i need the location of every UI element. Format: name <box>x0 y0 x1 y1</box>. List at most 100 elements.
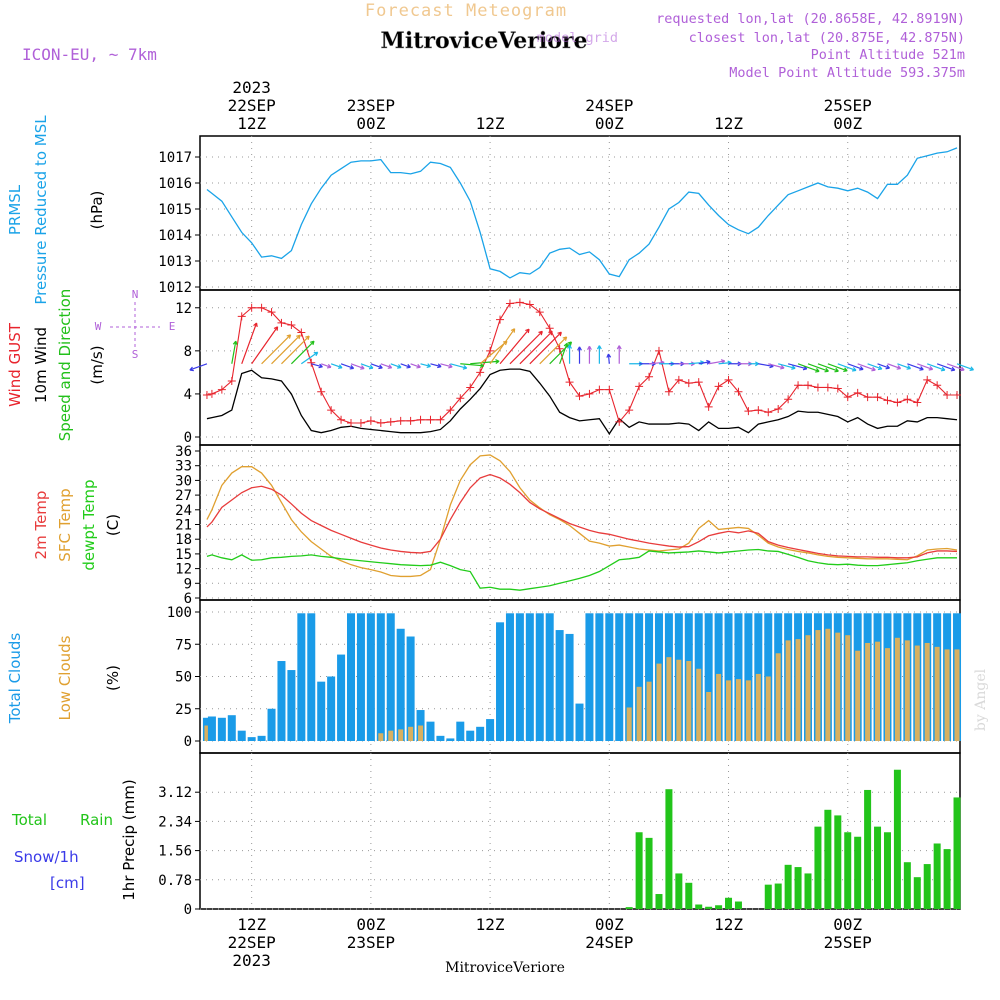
low-cloud-bar <box>865 642 871 741</box>
time-label-top: 22SEP <box>228 96 276 115</box>
total-cloud-bar <box>515 613 524 741</box>
gust-marker <box>744 407 753 416</box>
total-cloud-bar <box>555 630 564 741</box>
wind-arrow <box>340 363 355 370</box>
gust-marker <box>953 391 962 399</box>
gust-marker <box>873 393 882 402</box>
panel-2: 0 4 8 12 <box>175 289 961 446</box>
time-label-top: 25SEP <box>824 96 872 115</box>
wind-arrow <box>807 363 829 373</box>
total-cloud-bar <box>545 613 554 741</box>
gust-marker <box>327 406 336 415</box>
gust-marker <box>545 324 554 333</box>
gust-marker <box>476 368 485 377</box>
wind-arrow <box>460 363 485 368</box>
time-label-bottom: 12Z <box>714 915 743 934</box>
wind-arrow <box>400 363 411 369</box>
total-cloud-bar <box>605 613 614 741</box>
model-grid-prefix: model grid <box>537 30 618 46</box>
gust-marker <box>366 416 375 425</box>
wind-arrow <box>539 336 568 365</box>
gust-marker <box>923 375 932 384</box>
footer-location: MitroviceVeriore <box>445 960 565 976</box>
total-cloud-bar <box>396 628 405 741</box>
total-cloud-bar <box>496 622 505 741</box>
precip-bar <box>645 837 653 909</box>
gust-marker <box>247 303 256 312</box>
gust-marker <box>227 377 236 385</box>
low-cloud-bar <box>626 707 632 741</box>
wind-arrow <box>251 326 279 365</box>
precip-bar <box>665 789 673 909</box>
low-cloud-bar <box>716 673 722 741</box>
location-title: MitroviceVeriore <box>381 28 588 54</box>
gust-marker <box>664 387 673 396</box>
gust-marker <box>202 391 211 399</box>
low-cloud-bar <box>408 726 414 741</box>
precip-bar <box>933 843 941 909</box>
total-cloud-bar <box>446 738 455 741</box>
wind-arrow <box>768 363 785 370</box>
precip-bar <box>903 862 911 909</box>
total-cloud-bar <box>615 613 624 741</box>
gust-marker <box>416 415 425 424</box>
wind-arrow <box>440 363 453 369</box>
total-cloud-bar <box>595 613 604 741</box>
low-cloud-bar <box>795 639 801 741</box>
gust-marker <box>863 393 872 402</box>
total-clouds-label: Total Clouds <box>6 633 24 725</box>
gust-marker <box>635 382 644 391</box>
gust-marker <box>943 391 952 399</box>
y-tick-label: 33 <box>175 459 192 475</box>
time-label-top: 12Z <box>714 114 743 133</box>
gust-marker <box>764 408 773 417</box>
total-cloud-bar <box>585 613 594 741</box>
y-tick-label: 50 <box>175 670 192 686</box>
low-cloud-bar <box>835 632 841 741</box>
time-label-bottom: 12Z <box>476 915 505 934</box>
low-cloud-bar <box>845 635 851 741</box>
total-cloud-bar <box>575 703 584 741</box>
gust-marker <box>883 396 892 405</box>
gust-marker <box>734 387 743 396</box>
total-cloud-bar <box>217 717 226 741</box>
total-cloud-bar <box>645 613 654 741</box>
y-tick-label: 1013 <box>158 254 192 270</box>
time-label-bottom: 23SEP <box>347 933 395 952</box>
gust-marker <box>515 298 524 307</box>
gust-marker <box>784 395 793 404</box>
time-label-top: 00Z <box>595 114 624 133</box>
wind-arrow <box>430 363 442 369</box>
precip-bar <box>675 873 683 909</box>
y-tick-label: 0 <box>184 902 192 918</box>
precip-bar <box>784 864 792 909</box>
compass-e: E <box>169 320 176 333</box>
gust-marker <box>913 398 922 407</box>
total-cloud-bar <box>307 613 316 741</box>
wind-arrow <box>300 351 319 365</box>
total-cloud-bar <box>486 719 495 741</box>
prmsl-line <box>206 147 958 279</box>
wind-arrow <box>271 334 301 365</box>
precip-bar <box>764 884 772 909</box>
total-cloud-bar <box>247 737 256 741</box>
pct-unit-label: (%) <box>104 665 122 691</box>
time-label-top: 12Z <box>476 114 505 133</box>
c-unit-label: (C) <box>104 514 122 536</box>
dewpt-line <box>206 548 958 591</box>
wind-arrow <box>877 363 891 370</box>
gust-marker <box>535 308 544 317</box>
low-cloud-bar <box>666 657 672 741</box>
gust-marker <box>347 419 356 427</box>
low-cloud-bar <box>855 650 861 741</box>
wind-arrow <box>450 363 468 370</box>
wind-arrow <box>567 344 573 364</box>
gust-line <box>206 301 958 424</box>
time-label-top: 23SEP <box>347 96 395 115</box>
time-label-top: 24SEP <box>585 96 633 115</box>
total-cloud-bar <box>436 735 445 741</box>
gust-marker <box>843 393 852 402</box>
y-tick-label: 36 <box>175 444 192 460</box>
y-tick-label: 1015 <box>158 202 192 218</box>
total-cloud-bar <box>366 613 375 741</box>
